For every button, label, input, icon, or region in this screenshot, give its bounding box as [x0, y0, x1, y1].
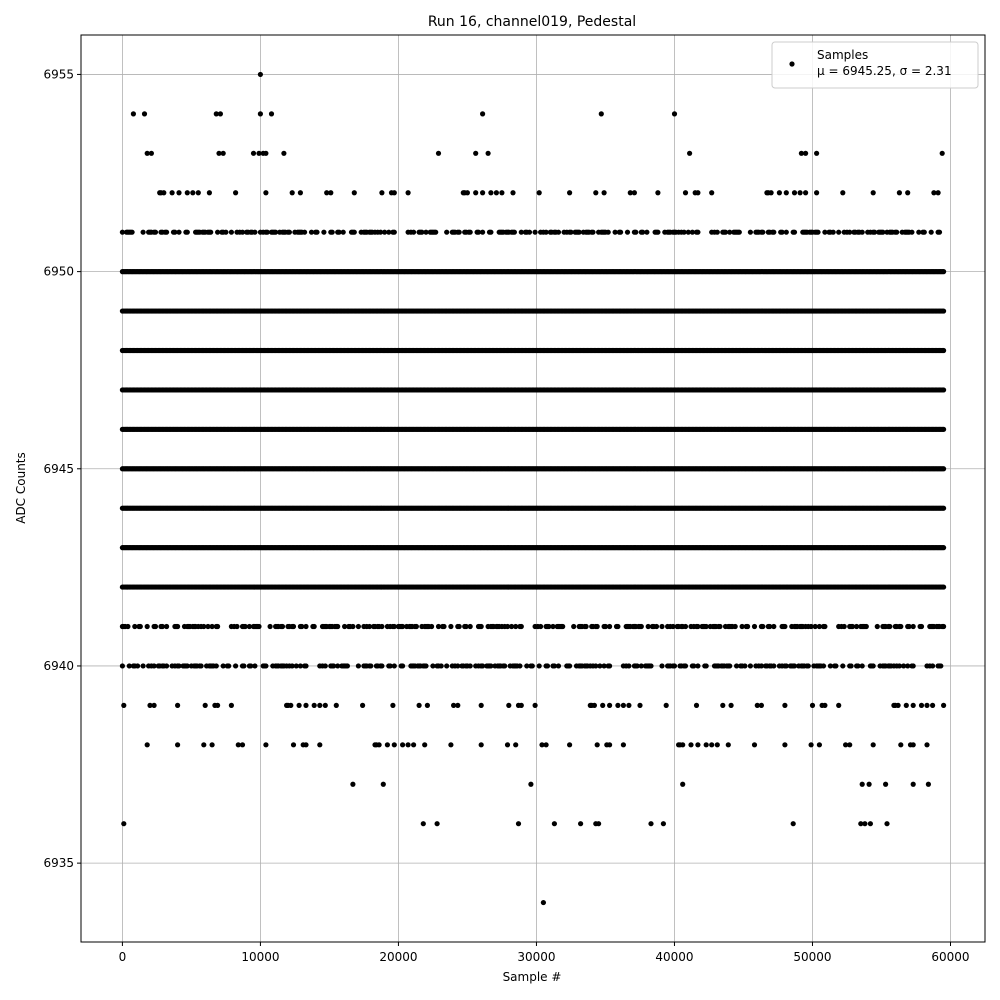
data-point: [941, 269, 947, 275]
data-point: [941, 347, 947, 354]
data-point: [941, 426, 947, 432]
data-points: [119, 71, 947, 906]
plot-area: [81, 35, 985, 942]
data-point: [941, 545, 947, 551]
data-point: [941, 387, 947, 393]
chart-title: Run 16, channel019, Pedestal: [428, 14, 636, 30]
data-point: [941, 466, 947, 472]
data-point: [941, 505, 947, 511]
data-point: [941, 308, 947, 314]
